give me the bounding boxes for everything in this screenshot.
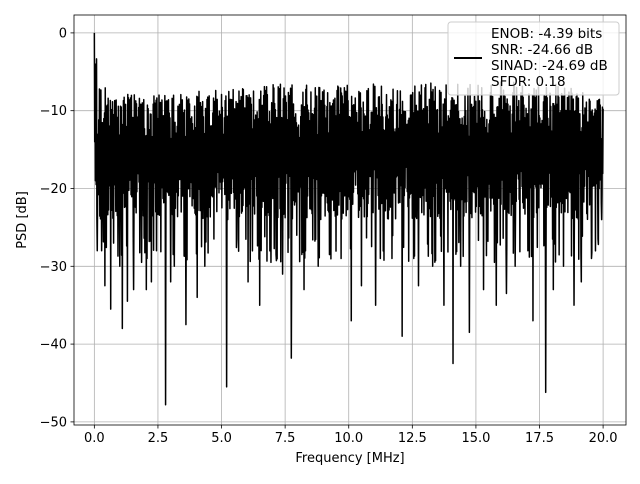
x-tick-label: 17.5 — [525, 431, 554, 446]
x-tick-label: 7.5 — [275, 431, 296, 446]
y-tick-label: −50 — [40, 415, 67, 430]
y-axis-ticks: 0 −10 −20 −30 −40 −50 — [40, 26, 74, 430]
x-tick-label: 2.5 — [148, 431, 169, 446]
x-tick-label: 15.0 — [461, 431, 490, 446]
axes-frame — [73, 14, 627, 426]
x-tick-label: 12.5 — [398, 431, 427, 446]
legend-box — [447, 21, 620, 96]
plot-area — [93, 32, 604, 406]
y-tick-label: −40 — [40, 338, 67, 353]
axes-border — [73, 14, 627, 426]
y-axis-label: PSD [dB] — [15, 191, 30, 249]
x-tick-label: 5.0 — [211, 431, 232, 446]
x-tick-label: 10.0 — [334, 431, 363, 446]
legend-entry-snr: SNR: -24.66 dB — [491, 42, 593, 58]
x-axis-label: Frequency [MHz] — [295, 451, 404, 466]
y-tick-label: −20 — [40, 182, 67, 197]
y-tick-label: −10 — [40, 104, 67, 119]
legend-entry-sfdr: SFDR: 0.18 — [491, 74, 566, 90]
legend-entry-enob: ENOB: -4.39 bits — [491, 26, 602, 42]
y-tick-label: −30 — [40, 260, 67, 275]
x-tick-label: 20.0 — [589, 431, 618, 446]
x-axis-ticks: 0.0 2.5 5.0 7.5 10.0 12.5 15.0 17.5 20.0 — [84, 425, 618, 446]
x-tick-label: 0.0 — [84, 431, 105, 446]
legend: ENOB: -4.39 bits SNR: -24.66 dB SINAD: -… — [447, 21, 620, 96]
psd-line — [93, 32, 604, 406]
legend-entry-sinad: SINAD: -24.69 dB — [491, 58, 608, 74]
y-tick-label: 0 — [59, 26, 67, 41]
